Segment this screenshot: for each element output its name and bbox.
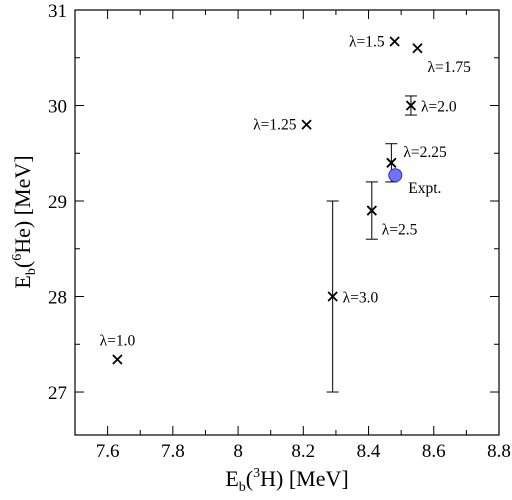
data-point-marker <box>412 43 423 54</box>
x-tick-label: 8.4 <box>357 441 381 462</box>
data-point-label: λ=1.75 <box>427 59 471 76</box>
x-axis-title: Eb(3H) [MeV] <box>225 466 348 495</box>
x-tick-label: 7.8 <box>161 441 185 462</box>
data-point-marker <box>386 157 397 168</box>
y-axis-title: Eb(6He) [MeV] <box>10 155 39 288</box>
experiment-label: Expt. <box>408 180 441 197</box>
y-tick-label: 30 <box>48 97 67 118</box>
x-tick-label: 7.6 <box>96 441 120 462</box>
data-point-marker <box>112 354 123 365</box>
data-point-marker <box>301 119 312 130</box>
x-tick-label: 8 <box>233 441 243 462</box>
x-tick-label: 8.6 <box>422 441 446 462</box>
data-point-label: λ=1.25 <box>253 117 297 134</box>
error-bars <box>326 95 417 393</box>
y-tick-label: 31 <box>48 1 67 22</box>
data-point-marker <box>366 205 377 216</box>
experiment-marker <box>388 168 403 183</box>
data-markers <box>112 36 423 365</box>
data-point-label: λ=1.5 <box>349 34 385 51</box>
point-labels: λ=1.0 λ=1.25 λ=1.5 λ=1.75 λ=2.0 λ=2.25 λ=2.5 λ=… <box>100 34 472 350</box>
data-point-marker <box>405 100 417 111</box>
data-point-label: λ=2.0 <box>421 99 457 116</box>
x-tick-label: 8.8 <box>487 441 511 462</box>
data-point-label: λ=2.25 <box>403 144 447 161</box>
data-point-marker <box>389 36 400 47</box>
axis-ticks: 7.6 7.8 8 8.2 8.4 8.6 8.8 27 28 29 30 31 <box>48 1 511 462</box>
data-point-label: λ=3.0 <box>343 290 379 307</box>
plot-frame <box>74 9 500 436</box>
data-point-marker <box>327 291 338 302</box>
y-tick-label: 29 <box>48 192 67 213</box>
data-point-label: λ=1.0 <box>100 333 136 350</box>
y-tick-label: 27 <box>48 383 67 404</box>
data-point-label: λ=2.5 <box>382 222 418 239</box>
x-tick-label: 8.2 <box>291 441 315 462</box>
y-tick-label: 28 <box>48 288 67 309</box>
